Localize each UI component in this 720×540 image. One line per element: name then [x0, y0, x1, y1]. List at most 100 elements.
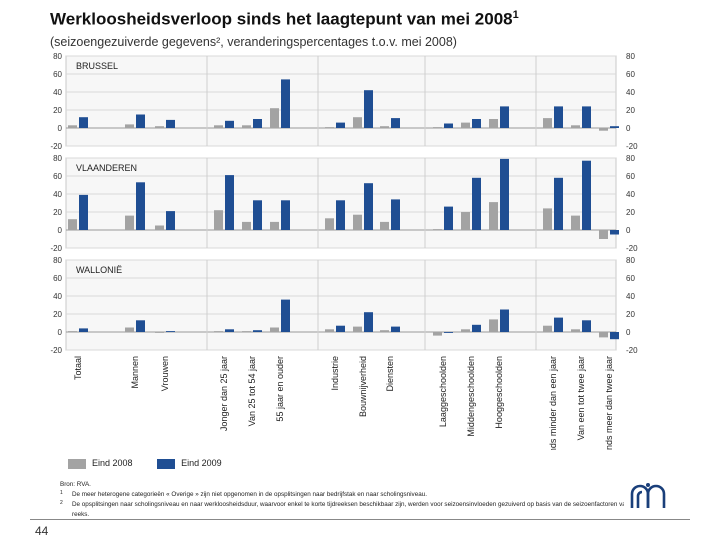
bar — [336, 122, 345, 128]
bar — [364, 183, 373, 230]
bar — [500, 309, 509, 332]
y-tick-label-left: 60 — [53, 274, 62, 283]
bar — [214, 210, 223, 230]
bar — [214, 125, 223, 128]
y-tick-label-right: 60 — [626, 70, 635, 79]
y-tick-label-left: 40 — [53, 292, 62, 301]
y-tick-label-right: 40 — [626, 190, 635, 199]
bar — [281, 79, 290, 128]
bar — [472, 119, 481, 128]
footer-divider — [30, 519, 690, 520]
bar — [500, 106, 509, 128]
bar — [582, 106, 591, 128]
bar — [214, 331, 223, 332]
bar — [155, 225, 164, 230]
bar — [433, 229, 442, 230]
bar — [68, 125, 77, 128]
y-tick-label-left: 60 — [53, 172, 62, 181]
category-label: Bouwnijverheid — [358, 356, 368, 417]
bar — [353, 117, 362, 128]
nbb-logo-icon — [624, 478, 672, 516]
bar — [472, 177, 481, 230]
bar — [325, 218, 334, 230]
bar — [270, 221, 279, 230]
y-tick-label-right: 60 — [626, 172, 635, 181]
y-tick-label-left: -20 — [50, 244, 62, 253]
y-tick-label-left: 0 — [58, 328, 63, 337]
bar — [166, 119, 175, 128]
bar — [380, 221, 389, 230]
bar — [582, 160, 591, 230]
bar — [270, 108, 279, 128]
bar — [444, 206, 453, 230]
bar — [281, 200, 290, 230]
bar — [489, 319, 498, 332]
bar — [554, 177, 563, 230]
bar — [543, 208, 552, 230]
category-label: Mannen — [130, 356, 140, 389]
bar — [68, 219, 77, 230]
bar — [242, 125, 251, 128]
y-tick-label-right: 40 — [626, 88, 635, 97]
category-label: Hooggeschoolden — [494, 356, 504, 429]
bar — [444, 123, 453, 128]
y-tick-label-right: 20 — [626, 208, 635, 217]
bar — [68, 331, 77, 332]
bar — [155, 126, 164, 128]
footnote-1: 1 De meer heterogene categorieën « Overig… — [60, 490, 660, 500]
y-tick-label-right: 80 — [626, 256, 635, 265]
bar — [166, 331, 175, 332]
footnote-1-text: De meer heterogene categorieën « Overige… — [72, 491, 427, 498]
footnote-2: 2 De opsplitsingen naar scholingsniveau e… — [60, 500, 660, 520]
legend-label-2008: Eind 2008 — [92, 458, 133, 468]
bar — [125, 124, 134, 128]
bar — [79, 194, 88, 230]
bar — [610, 230, 619, 235]
y-tick-label-left: 80 — [53, 256, 62, 265]
y-tick-label-right: 80 — [626, 154, 635, 163]
title-footnote-mark: 1 — [512, 9, 519, 21]
y-tick-label-right: 0 — [626, 328, 631, 337]
legend-swatch-2008 — [68, 458, 86, 469]
bar — [225, 175, 234, 230]
bar — [166, 211, 175, 230]
bar — [253, 119, 262, 128]
y-tick-label-left: -20 — [50, 346, 62, 355]
bar — [391, 326, 400, 332]
category-label: Sinds meer dan twee jaar — [604, 356, 614, 450]
y-tick-label-left: 20 — [53, 106, 62, 115]
y-tick-label-left: 80 — [53, 154, 62, 163]
category-label: Industrie — [330, 356, 340, 391]
category-label: Van 25 tot 54 jaar — [247, 356, 257, 426]
bar — [225, 329, 234, 332]
category-label: Middengeschoolden — [466, 356, 476, 437]
bar — [543, 118, 552, 128]
legend: Eind 2008 Eind 2009 — [68, 458, 244, 469]
bar — [242, 221, 251, 230]
bar — [353, 214, 362, 230]
bar — [489, 202, 498, 230]
y-tick-label-right: 0 — [626, 124, 631, 133]
panel-label: WALLONIË — [76, 265, 122, 275]
y-tick-label-right: -20 — [626, 244, 638, 253]
panel-label: VLAANDEREN — [76, 163, 137, 173]
bar — [610, 126, 619, 128]
bar — [253, 330, 262, 332]
bar — [391, 118, 400, 128]
bar — [155, 332, 164, 333]
bar — [461, 329, 470, 332]
y-tick-label-left: 20 — [53, 310, 62, 319]
y-tick-label-right: 40 — [626, 292, 635, 301]
bar — [599, 332, 608, 338]
bar — [253, 200, 262, 230]
category-label: Vrouwen — [160, 356, 170, 391]
bar — [325, 127, 334, 128]
bar — [571, 329, 580, 332]
panel-frame-1 — [65, 55, 617, 147]
bar — [136, 182, 145, 230]
y-tick-label-right: 60 — [626, 274, 635, 283]
footnote-2-text: De opsplitsingen naar scholingsniveau en… — [72, 501, 656, 518]
legend-item-2008: Eind 2008 — [68, 458, 133, 469]
page-title: Werkloosheidsverloop sinds het laagtepun… — [50, 9, 519, 29]
bar — [380, 330, 389, 332]
